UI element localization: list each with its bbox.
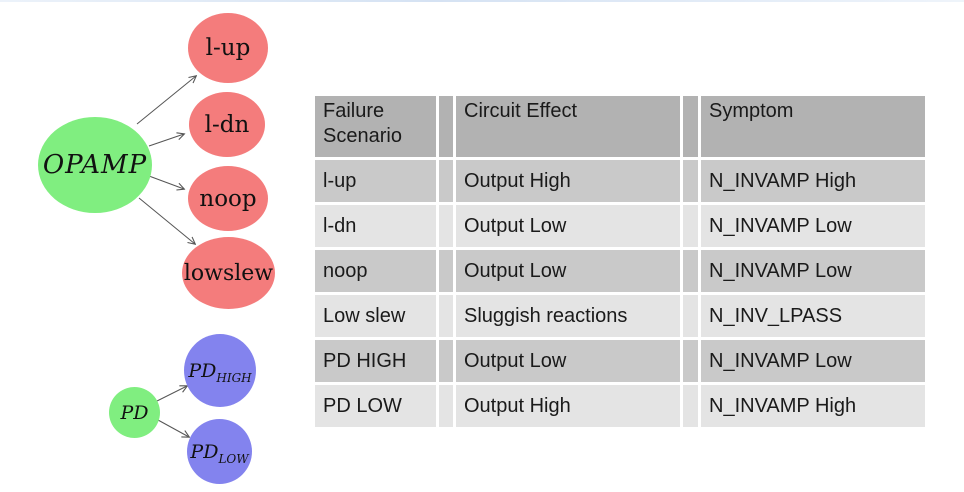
cell-scenario: l-dn — [315, 205, 436, 247]
cell-spacer — [683, 250, 698, 292]
header-failure-scenario: Failure Scenario — [315, 96, 436, 157]
cell-scenario: PD LOW — [315, 385, 436, 427]
cell-spacer — [683, 160, 698, 202]
node-l-up: l-up — [188, 13, 268, 83]
cell-spacer — [439, 205, 453, 247]
node-pd-high-base: PD — [188, 359, 217, 382]
cell-effect: Output Low — [456, 250, 680, 292]
cell-spacer — [439, 385, 453, 427]
diagram-arrows — [136, 0, 310, 492]
node-noop: noop — [188, 166, 268, 231]
arrow-pd-to-pd-high — [156, 386, 187, 402]
node-pd-high-label: PDHIGH — [188, 359, 252, 385]
node-opamp-label: OPAMP — [42, 150, 148, 180]
top-edge-line — [0, 0, 964, 2]
cell-scenario: noop — [315, 250, 436, 292]
cell-effect: Sluggish reactions — [456, 295, 680, 337]
cell-scenario: l-up — [315, 160, 436, 202]
header-symptom: Symptom — [701, 96, 925, 157]
header-spacer-2 — [683, 96, 698, 157]
table-row: PD LOW Output High N_INVAMP High — [315, 385, 925, 427]
cell-symptom: N_INVAMP High — [701, 385, 925, 427]
cell-spacer — [439, 340, 453, 382]
node-pd-low-subscript: LOW — [218, 451, 249, 466]
cell-symptom: N_INVAMP High — [701, 160, 925, 202]
node-lowslew: lowslew — [182, 237, 275, 309]
arrow-opamp-to-l-up — [136, 76, 196, 125]
node-pd-high-subscript: HIGH — [216, 370, 252, 385]
cell-symptom: N_INV_LPASS — [701, 295, 925, 337]
node-opamp: OPAMP — [38, 117, 152, 213]
cell-effect: Output Low — [456, 340, 680, 382]
cell-spacer — [683, 205, 698, 247]
cell-symptom: N_INVAMP Low — [701, 340, 925, 382]
cell-scenario: PD HIGH — [315, 340, 436, 382]
arrow-pd-to-pd-low — [157, 419, 189, 437]
node-pd-low-base: PD — [190, 440, 219, 463]
arrow-opamp-to-lowslew — [138, 197, 195, 244]
node-lowslew-label: lowslew — [183, 260, 274, 286]
table-row: l-dn Output Low N_INVAMP Low — [315, 205, 925, 247]
table-header-row: Failure Scenario Circuit Effect Symptom — [315, 96, 925, 157]
node-pd-low-label: PDLOW — [190, 440, 249, 466]
arrow-opamp-to-noop — [148, 175, 184, 189]
cell-spacer — [439, 295, 453, 337]
cell-spacer — [439, 160, 453, 202]
cell-symptom: N_INVAMP Low — [701, 205, 925, 247]
cell-effect: Output Low — [456, 205, 680, 247]
node-pd-high: PDHIGH — [184, 334, 256, 407]
table-row: PD HIGH Output Low N_INVAMP Low — [315, 340, 925, 382]
failure-scenario-table: Failure Scenario Circuit Effect Symptom … — [312, 93, 928, 430]
node-l-up-label: l-up — [205, 35, 251, 61]
cell-effect: Output High — [456, 385, 680, 427]
node-l-dn-label: l-dn — [204, 111, 250, 138]
cell-spacer — [439, 250, 453, 292]
cell-spacer — [683, 295, 698, 337]
header-circuit-effect: Circuit Effect — [456, 96, 680, 157]
node-pd: PD — [109, 387, 160, 438]
node-pd-low: PDLOW — [187, 419, 252, 484]
node-noop-label: noop — [199, 185, 257, 212]
cell-spacer — [683, 385, 698, 427]
cell-scenario: Low slew — [315, 295, 436, 337]
table-row: Low slew Sluggish reactions N_INV_LPASS — [315, 295, 925, 337]
table-row: l-up Output High N_INVAMP High — [315, 160, 925, 202]
arrow-opamp-to-l-dn — [148, 134, 184, 147]
node-pd-label: PD — [120, 401, 149, 424]
header-spacer-1 — [439, 96, 453, 157]
cell-effect: Output High — [456, 160, 680, 202]
cell-symptom: N_INVAMP Low — [701, 250, 925, 292]
table-row: noop Output Low N_INVAMP Low — [315, 250, 925, 292]
cell-spacer — [683, 340, 698, 382]
node-l-dn: l-dn — [189, 92, 265, 157]
